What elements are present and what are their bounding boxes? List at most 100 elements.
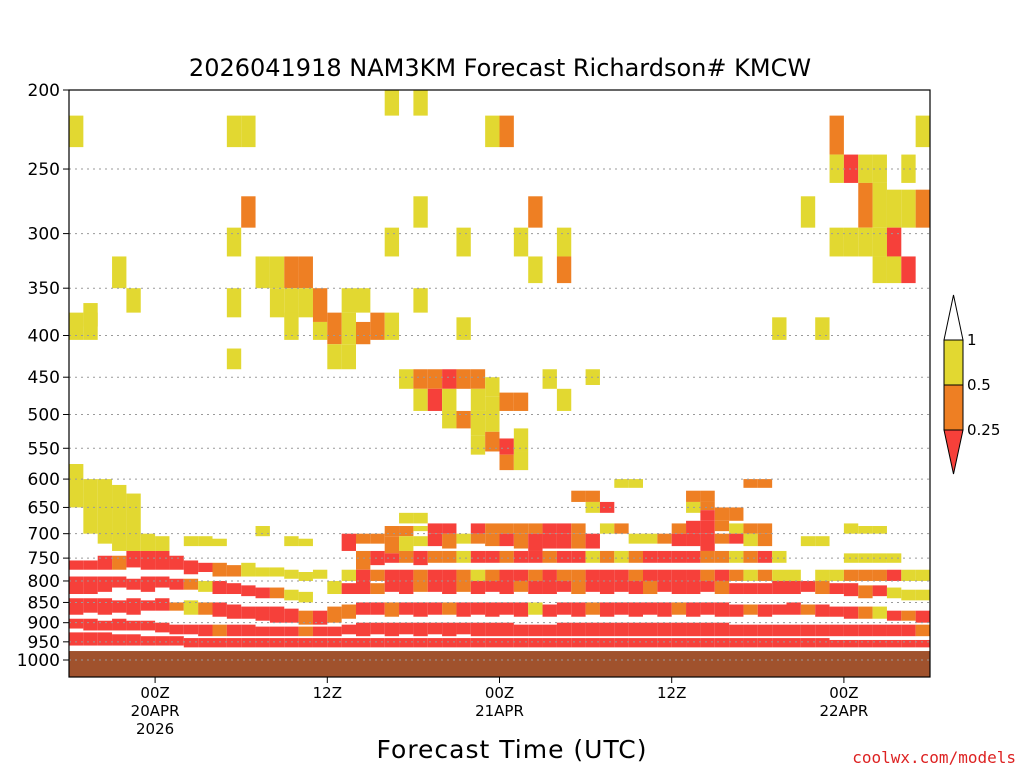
ri-cell <box>858 606 873 619</box>
y-tick-label: 900 <box>28 614 60 634</box>
ri-cell <box>686 533 701 547</box>
ri-cell <box>356 321 371 345</box>
ri-cell <box>399 512 414 524</box>
ri-cell <box>384 526 400 537</box>
ri-cell <box>628 479 643 488</box>
ri-cell <box>413 580 428 592</box>
ri-cell <box>212 562 227 577</box>
ri-cell <box>815 580 830 595</box>
ri-cell <box>298 591 313 603</box>
ri-cell <box>427 369 443 389</box>
ri-cell <box>298 288 313 318</box>
legend: 1 0.5 0.25 <box>943 294 1000 475</box>
ri-cell <box>743 533 758 547</box>
ri-cell <box>69 598 84 615</box>
ri-cell <box>183 600 199 615</box>
ri-cell <box>499 392 514 411</box>
ri-cell <box>456 227 471 257</box>
ri-cell <box>413 536 428 547</box>
ri-cell <box>298 572 313 581</box>
ri-cell <box>126 598 141 615</box>
legend-label: 1 <box>967 331 977 349</box>
ri-cell <box>269 638 285 648</box>
ri-cell <box>571 638 586 648</box>
ri-cell <box>886 553 902 563</box>
ri-cell <box>528 638 543 648</box>
ri-cell <box>370 638 385 648</box>
ri-cell <box>298 256 313 289</box>
ri-cell <box>528 256 543 284</box>
ri-cell <box>427 523 443 534</box>
ri-cell <box>628 602 643 617</box>
ri-cell <box>901 569 916 581</box>
legend-swatch <box>943 339 964 386</box>
ri-cell <box>341 583 356 595</box>
ri-cell <box>485 622 500 637</box>
ri-cell <box>886 227 902 257</box>
ri-cell <box>69 618 84 629</box>
ri-cell <box>126 620 141 631</box>
ri-cell <box>370 550 385 566</box>
ri-cell <box>729 523 744 534</box>
ri-cell <box>743 604 758 615</box>
ri-cell <box>341 624 356 635</box>
ri-cell <box>686 638 701 648</box>
ri-cell <box>843 624 859 637</box>
ri-cell <box>901 256 916 284</box>
x-axis-label: Forecast Time (UTC) <box>377 735 648 764</box>
ri-cell <box>183 638 199 648</box>
ri-cell <box>599 638 615 648</box>
ri-cell <box>628 569 643 581</box>
ri-cell <box>772 604 787 615</box>
ri-cell <box>757 479 773 488</box>
ri-cell <box>528 569 543 581</box>
ri-cell <box>312 569 328 579</box>
ri-cell <box>729 604 744 617</box>
ri-cell <box>614 580 629 592</box>
ri-cell <box>815 569 830 581</box>
ri-cell <box>757 604 773 617</box>
ri-cell <box>284 569 299 579</box>
ri-cell <box>399 638 414 648</box>
ri-cell <box>815 317 830 340</box>
ri-cell <box>442 638 457 648</box>
ri-cell <box>657 580 672 592</box>
ri-cell <box>284 608 299 623</box>
ri-cell <box>858 569 873 581</box>
ri-cell <box>614 479 629 488</box>
ri-cell <box>427 602 443 615</box>
ri-cell <box>571 622 586 637</box>
ri-cell <box>269 567 285 577</box>
ri-cell <box>485 431 500 452</box>
y-tick-label: 350 <box>28 279 60 299</box>
ri-cell <box>700 533 715 551</box>
ri-cell <box>456 533 471 544</box>
ground-area <box>69 651 930 677</box>
ri-cell <box>226 227 242 257</box>
ri-cell <box>140 550 156 570</box>
ri-cell <box>183 578 199 590</box>
ri-cell <box>384 580 400 592</box>
ri-cell <box>858 182 873 228</box>
ri-cell <box>700 622 715 637</box>
ri-cell <box>255 256 270 289</box>
ri-cell <box>226 348 242 370</box>
ri-cell <box>284 536 299 547</box>
ri-cell <box>69 312 84 340</box>
ri-cell <box>456 638 471 648</box>
ri-cell <box>714 520 730 532</box>
ri-cell <box>628 638 643 648</box>
ri-cell <box>413 526 428 532</box>
ri-cell <box>470 580 486 595</box>
ri-cell <box>126 634 141 646</box>
ri-cell <box>743 479 758 488</box>
ri-cell <box>843 154 859 183</box>
ri-cell <box>901 639 916 648</box>
ri-cell <box>556 569 572 581</box>
ri-cell <box>556 622 572 637</box>
ri-cell <box>226 115 242 148</box>
y-tick-label: 750 <box>28 549 60 569</box>
ri-cell <box>370 622 385 635</box>
ri-cell <box>470 550 486 563</box>
ri-cell <box>269 288 285 318</box>
